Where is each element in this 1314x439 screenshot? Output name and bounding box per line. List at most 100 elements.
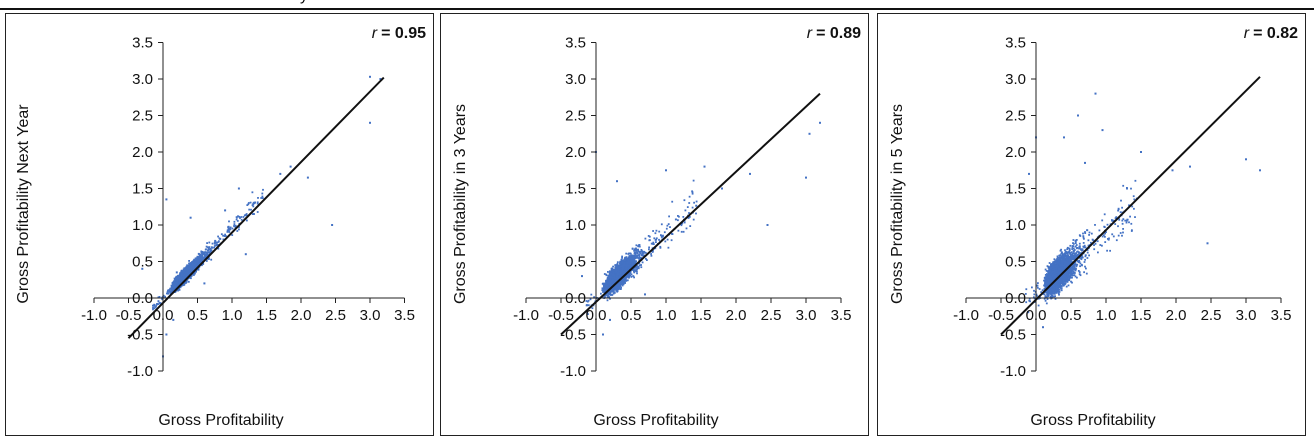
data-point bbox=[603, 294, 606, 297]
data-point bbox=[156, 303, 158, 305]
data-point bbox=[205, 252, 208, 254]
data-point bbox=[220, 233, 223, 236]
data-point bbox=[633, 261, 635, 264]
data-point bbox=[198, 257, 201, 260]
data-point bbox=[185, 282, 187, 284]
data-point bbox=[179, 272, 182, 274]
data-point bbox=[173, 280, 176, 283]
data-point bbox=[208, 252, 211, 255]
data-point bbox=[610, 271, 613, 274]
data-point bbox=[169, 288, 171, 291]
data-point bbox=[602, 287, 605, 289]
data-point bbox=[637, 265, 640, 268]
data-point bbox=[205, 260, 208, 262]
data-point bbox=[692, 218, 695, 221]
data-point bbox=[633, 249, 635, 252]
data-point bbox=[173, 286, 176, 289]
data-point bbox=[224, 233, 226, 236]
x-tick-label: 1.5 bbox=[256, 307, 277, 324]
data-point bbox=[213, 241, 216, 244]
data-point bbox=[251, 191, 254, 194]
data-point bbox=[228, 231, 231, 233]
data-point bbox=[183, 277, 185, 280]
data-point bbox=[253, 202, 256, 205]
data-point bbox=[691, 190, 693, 193]
data-point bbox=[234, 224, 237, 227]
data-point bbox=[182, 268, 185, 271]
data-point bbox=[216, 244, 218, 246]
data-point bbox=[211, 242, 214, 245]
data-point bbox=[245, 214, 248, 217]
data-point bbox=[186, 264, 188, 267]
data-point bbox=[199, 261, 201, 264]
data-point bbox=[611, 293, 613, 296]
data-point bbox=[236, 230, 239, 232]
data-point bbox=[666, 224, 669, 227]
data-point bbox=[197, 256, 200, 258]
data-point bbox=[186, 274, 188, 277]
y-tick-label: 2.5 bbox=[132, 108, 153, 125]
data-point bbox=[249, 201, 252, 204]
top-rule bbox=[0, 8, 1314, 10]
data-point bbox=[203, 252, 206, 255]
data-point bbox=[251, 204, 254, 207]
data-point bbox=[175, 282, 177, 284]
data-point bbox=[226, 229, 229, 232]
data-point bbox=[233, 223, 236, 225]
data-point bbox=[197, 263, 200, 265]
data-point bbox=[211, 246, 214, 249]
data-point bbox=[256, 201, 259, 204]
data-point bbox=[173, 281, 176, 284]
data-point bbox=[688, 195, 691, 198]
data-point bbox=[229, 228, 232, 231]
data-point bbox=[683, 199, 686, 202]
data-point bbox=[238, 228, 240, 231]
data-point bbox=[187, 272, 189, 274]
data-point bbox=[695, 200, 698, 203]
data-point bbox=[247, 202, 250, 204]
data-point bbox=[222, 238, 225, 241]
data-point bbox=[175, 285, 177, 288]
outlier-point bbox=[141, 267, 144, 270]
data-point bbox=[228, 229, 230, 231]
data-point bbox=[205, 248, 207, 251]
data-point bbox=[227, 225, 230, 228]
data-point bbox=[190, 261, 193, 264]
y-tick-label: 1.0 bbox=[132, 217, 153, 234]
x-tick-label: 2.0 bbox=[291, 307, 312, 324]
data-point bbox=[205, 245, 208, 248]
data-point bbox=[677, 219, 679, 222]
data-point bbox=[587, 299, 590, 302]
scatter-point-cloud bbox=[152, 188, 264, 311]
data-point bbox=[257, 197, 259, 199]
data-point bbox=[155, 304, 158, 307]
data-point bbox=[166, 292, 168, 295]
data-point bbox=[177, 277, 179, 280]
data-point bbox=[245, 213, 248, 215]
data-point bbox=[628, 255, 631, 258]
data-point bbox=[187, 273, 189, 276]
data-point bbox=[650, 242, 653, 245]
data-point bbox=[233, 220, 236, 223]
data-point bbox=[192, 259, 195, 262]
data-point bbox=[206, 246, 209, 249]
data-point bbox=[677, 229, 680, 232]
data-point bbox=[188, 260, 190, 262]
data-point bbox=[190, 277, 192, 280]
data-point bbox=[613, 290, 615, 293]
data-point bbox=[190, 264, 193, 267]
data-point bbox=[190, 262, 192, 265]
data-point bbox=[158, 302, 161, 304]
data-point bbox=[235, 216, 238, 218]
data-point bbox=[261, 197, 264, 199]
data-point bbox=[208, 251, 211, 253]
data-point bbox=[185, 271, 188, 274]
data-point bbox=[653, 237, 656, 240]
data-point bbox=[217, 247, 220, 250]
outlier-point bbox=[369, 75, 371, 78]
data-point bbox=[238, 226, 240, 228]
data-point bbox=[171, 287, 174, 290]
data-point bbox=[207, 256, 210, 259]
data-point bbox=[664, 240, 667, 243]
data-point bbox=[196, 268, 199, 271]
